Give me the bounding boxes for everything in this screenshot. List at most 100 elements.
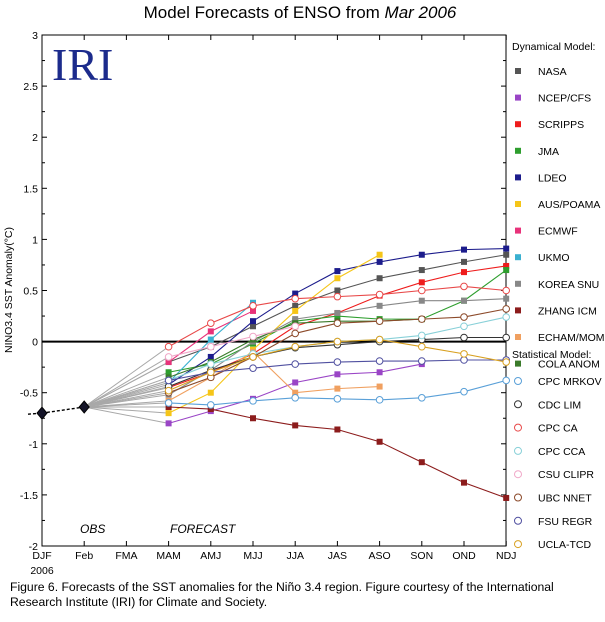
series-csu-clipr [164,322,300,361]
x-tick-label: DJF [32,550,51,562]
data-point [207,389,214,396]
data-point [165,369,172,376]
legend-marker [514,423,522,432]
legend-marker [515,334,521,340]
legend-marker [515,121,521,128]
data-point [461,258,467,265]
y-tick-label: -1 [29,439,38,451]
y-tick-label: 0 [32,337,38,349]
data-point [375,357,384,365]
y-tick-label: 0.5 [23,286,38,298]
x-axis: DJF Feb FMA MAM AMJ MJJ JJA JAS ASO SON OND NDJ 2006 [30,35,516,577]
data-point [292,422,299,429]
data-point [461,246,467,253]
series-line [168,351,380,402]
legend-marker [515,174,521,181]
legend-label: NCEP/CFS [538,93,591,105]
data-point [291,329,300,338]
enso-forecast-chart: Model Forecasts of ENSO from Mar 2006 3 2… [3,3,605,577]
fan-line [84,402,169,408]
legend-marker [514,400,522,409]
data-point [207,336,214,343]
x-tick-label: MAM [156,550,181,562]
data-point [250,323,256,330]
data-point [418,279,425,286]
data-point [418,251,425,258]
series-ucla-tcd [164,335,511,395]
legend-label: CPC CA [538,423,578,435]
data-point [418,342,426,351]
data-point [249,302,257,310]
data-point [207,406,214,413]
legend-label: LDEO [538,172,567,184]
y-tick-label: 3 [32,30,38,42]
data-point [250,307,256,314]
observed-point [78,400,90,414]
y-tick-label: 1 [32,234,38,246]
data-point [460,333,468,342]
observed-fan-lines [83,346,169,424]
legend-marker [515,360,521,367]
data-point [249,364,257,372]
series-cpc-ca [164,282,511,351]
data-point [333,319,342,328]
legend-label: NASA [538,66,567,78]
fan-line [84,386,169,408]
legend-marker [515,254,521,261]
series-aus-poama [165,251,383,417]
legend-title-dynamical: Dynamical Model: [512,41,595,53]
data-point [334,371,341,378]
data-point [502,376,511,385]
legend-label: SCRIPPS [538,119,584,131]
legend-label: ECHAM/MOM [538,332,605,344]
data-point [376,251,383,258]
data-point [249,397,257,405]
data-point [291,394,300,402]
data-point [502,358,511,366]
data-point [375,317,384,325]
data-point [418,297,425,304]
data-point [333,358,342,366]
data-point [207,368,215,377]
y-axis: 3 2.5 2 1.5 1 0.5 0 -0.5 -1 -1.5 -2 [20,30,506,553]
observed-line [41,406,85,414]
data-point [164,399,173,407]
data-point [207,401,215,409]
legend-label: KOREA SNU [538,279,599,291]
data-point [333,292,342,301]
legend-label: AUS/POAMA [538,199,600,211]
series-zhang-icm [165,404,510,501]
data-point [292,379,299,386]
y-tick-label: -0.5 [20,388,38,400]
x-tick-label: ASO [369,550,391,562]
data-point [376,258,383,265]
data-point [503,295,510,302]
data-point [502,286,511,295]
data-point [418,331,426,340]
legend-marker [515,201,521,207]
data-point [418,357,426,365]
data-point [461,297,467,304]
legend-marker [514,377,522,385]
y-tick-label: 1.5 [23,183,38,195]
data-point [334,426,341,433]
data-point [165,359,172,366]
data-point [292,307,299,314]
legend-label: CPC CCA [538,446,585,458]
data-point [334,268,341,275]
data-point [291,294,300,303]
data-point [418,394,426,402]
x-tick-label: JAS [328,550,347,562]
legend-marker [514,446,522,455]
y-tick-label: -1.5 [20,490,38,502]
data-point [292,290,299,297]
x-tick-label: OND [452,550,476,562]
data-point [503,245,510,252]
data-point [334,309,341,316]
data-point [165,420,172,427]
data-point [334,287,341,294]
data-point [460,350,468,358]
data-point [207,360,215,368]
series-line [168,406,507,499]
fan-line [84,379,169,408]
